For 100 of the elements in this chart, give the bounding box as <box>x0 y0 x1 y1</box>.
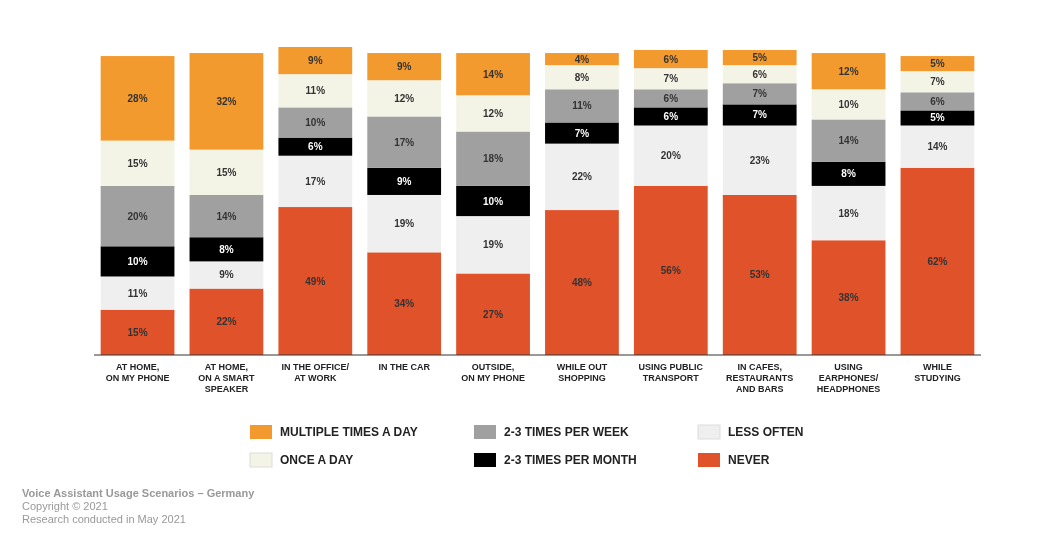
bar <box>367 116 442 168</box>
data-label: 23% <box>749 154 770 166</box>
text: Research conducted in May 2021 <box>22 513 186 525</box>
data-label: 8% <box>841 168 856 180</box>
bar <box>189 53 264 150</box>
data-label: 10% <box>127 255 148 267</box>
legend-label: 2-3 TIMES PER WEEK <box>504 425 630 439</box>
data-label: 14% <box>838 135 859 147</box>
data-label: 18% <box>483 153 504 165</box>
bar <box>811 119 886 162</box>
data-label: 10% <box>305 116 326 128</box>
data-label: 15% <box>216 166 237 178</box>
bar <box>633 68 708 90</box>
bar <box>367 194 442 253</box>
bar <box>278 155 353 208</box>
data-label: 7% <box>663 73 679 85</box>
data-label: 62% <box>927 255 948 267</box>
data-label: 11% <box>127 287 148 299</box>
legend-label: NEVER <box>728 453 770 467</box>
bar <box>189 149 264 195</box>
legend-label: 2-3 TIMES PER MONTH <box>504 453 637 467</box>
data-label: 7% <box>752 109 768 121</box>
x-tick-label: AT HOME, ON A SMART SPEAKER <box>198 362 256 394</box>
bar <box>545 89 619 123</box>
data-label: 10% <box>483 195 504 207</box>
bar <box>456 95 530 132</box>
bar <box>722 65 797 84</box>
bar <box>278 47 353 75</box>
bar <box>900 56 975 72</box>
data-label: 17% <box>394 136 415 148</box>
bar <box>456 216 530 274</box>
data-label: 20% <box>127 210 148 222</box>
x-tick-label: AT HOME, ON MY PHONE <box>105 362 170 383</box>
data-label: 14% <box>927 141 948 153</box>
data-label: 12% <box>394 92 415 104</box>
data-label: 8% <box>219 243 234 255</box>
bar <box>278 107 353 138</box>
data-label: 18% <box>838 207 859 219</box>
bar <box>367 252 442 355</box>
data-label: 9% <box>396 61 412 73</box>
x-tick-label: OUTSIDE, ON MY PHONE <box>461 362 525 383</box>
data-label: 28% <box>127 92 148 104</box>
data-label: 6% <box>308 141 323 153</box>
data-label: 10% <box>838 98 859 110</box>
x-tick-label: IN CAFES, RESTAURANTS AND BARS <box>726 362 794 394</box>
data-label: 7% <box>752 88 768 100</box>
bar <box>545 143 619 211</box>
data-label: 5% <box>752 52 768 64</box>
data-label: 5% <box>930 112 945 124</box>
data-label: 12% <box>838 65 859 77</box>
bar <box>367 80 442 117</box>
bar <box>367 53 442 81</box>
bar <box>722 125 797 195</box>
data-label: 11% <box>305 85 326 97</box>
bar <box>900 125 975 168</box>
data-label: 12% <box>483 107 504 119</box>
bar <box>278 74 353 108</box>
data-label: 7% <box>930 76 945 88</box>
bar <box>100 309 175 355</box>
bar <box>367 167 442 195</box>
bar <box>189 261 264 289</box>
bar <box>189 237 264 262</box>
bar <box>900 71 975 93</box>
data-label: 6% <box>663 53 679 65</box>
data-label: 6% <box>663 92 679 104</box>
data-label: 9% <box>396 175 412 187</box>
bar <box>545 65 619 90</box>
data-label: 17% <box>305 175 326 187</box>
bar <box>456 273 530 355</box>
data-label: 32% <box>216 95 237 107</box>
data-label: 22% <box>216 316 237 328</box>
legend-label: LESS OFTEN <box>728 425 804 439</box>
bar <box>189 194 264 238</box>
x-tick-label: IN THE CAR <box>378 362 431 372</box>
bar <box>633 125 708 186</box>
bar <box>633 107 708 126</box>
bar <box>100 140 175 186</box>
bar <box>189 288 264 355</box>
bar <box>811 161 886 186</box>
data-label: 15% <box>127 326 148 338</box>
bar <box>100 56 175 141</box>
data-label: 20% <box>660 150 681 162</box>
text: Voice Assistant Usage Scenarios – Germany <box>22 487 256 499</box>
data-label: 53% <box>749 269 770 281</box>
legend-label: MULTIPLE TIMES A DAY <box>280 425 418 439</box>
x-tick-label: WHILE STUDYING <box>914 362 961 383</box>
legend-label: ONCE A DAY <box>280 453 354 467</box>
data-label: 8% <box>574 71 590 83</box>
bar <box>100 276 175 310</box>
bar <box>722 83 797 105</box>
bar <box>633 50 708 69</box>
data-label: 5% <box>930 58 945 70</box>
bar <box>722 104 797 126</box>
data-label: 34% <box>394 298 415 310</box>
bar <box>811 185 886 241</box>
data-label: 27% <box>483 308 504 320</box>
data-label: 49% <box>305 275 326 287</box>
x-tick-label: USING PUBLIC TRANSPORT <box>638 362 704 383</box>
bar <box>811 53 886 90</box>
data-label: 14% <box>216 210 237 222</box>
